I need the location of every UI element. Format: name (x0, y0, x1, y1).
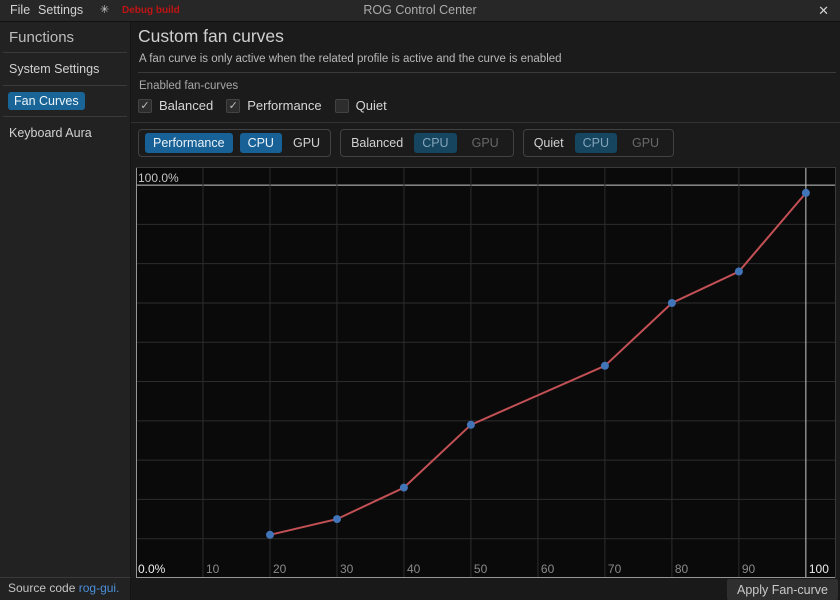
fan-curve-chart[interactable]: 10 20 30 40 50 60 70 80 90 100 100.0% 0.0% (136, 167, 836, 578)
window-title: ROG Control Center (363, 3, 477, 17)
svg-text:100: 100 (809, 562, 829, 576)
tab-performance-cpu[interactable]: CPU (239, 133, 282, 153)
svg-text:30: 30 (340, 562, 354, 576)
page-title: Custom fan curves (138, 26, 284, 46)
apply-fan-curve-button[interactable]: Apply Fan-curve (726, 579, 838, 600)
fan-curve-tab-row: Performance CPU GPU Balanced CPU GPU Qui… (138, 129, 675, 157)
checkbox-label: Performance (247, 98, 322, 113)
divider (3, 85, 127, 86)
main-panel: Custom fan curves A fan curve is only ac… (131, 22, 840, 600)
enabled-checkbox-row: ✓ Balanced ✓ Performance Quiet (138, 98, 387, 113)
svg-text:20: 20 (273, 562, 287, 576)
checkbox-balanced[interactable]: ✓ Balanced (138, 98, 213, 113)
sidebar: Functions System Settings Fan Curves Key… (0, 22, 131, 600)
enabled-fan-curves-label: Enabled fan-curves (139, 80, 239, 92)
tab-balanced[interactable]: Balanced (347, 133, 407, 153)
group-performance: Performance CPU GPU (138, 129, 332, 157)
checkbox-label: Quiet (355, 98, 387, 113)
debug-build-label: Debug build (122, 5, 180, 16)
sun-icon[interactable]: ✳ (100, 4, 110, 16)
tab-quiet[interactable]: Quiet (530, 133, 568, 153)
sidebar-item-system-settings[interactable]: System Settings (9, 62, 100, 76)
group-quiet: Quiet CPU GPU (522, 129, 675, 157)
source-code-text: Source code (8, 581, 76, 595)
svg-text:40: 40 (407, 562, 421, 576)
tab-performance[interactable]: Performance (145, 133, 233, 153)
svg-text:10: 10 (206, 562, 220, 576)
svg-text:60: 60 (541, 562, 555, 576)
divider (138, 72, 836, 73)
checkbox-box (334, 98, 349, 113)
bottom-bar: Apply Fan-curve (131, 578, 840, 600)
tab-performance-gpu[interactable]: GPU (289, 133, 324, 153)
selected-item-pill: Fan Curves (8, 92, 85, 110)
menu-settings[interactable]: Settings (38, 3, 84, 17)
divider (3, 52, 127, 53)
tab-quiet-cpu[interactable]: CPU (574, 133, 617, 153)
sidebar-item-keyboard-aura[interactable]: Keyboard Aura (9, 126, 92, 140)
checkbox-label: Balanced (159, 98, 214, 113)
svg-text:0.0%: 0.0% (138, 562, 166, 576)
tab-quiet-gpu[interactable]: GPU (624, 133, 667, 153)
checkbox-performance[interactable]: ✓ Performance (226, 98, 322, 113)
checkbox-quiet[interactable]: Quiet (334, 98, 387, 113)
menu-file[interactable]: File (10, 3, 31, 17)
page-subtitle: A fan curve is only active when the rela… (139, 53, 562, 65)
svg-text:50: 50 (474, 562, 488, 576)
titlebar: ROG Control Center File Settings ✳ Debug… (0, 0, 840, 22)
svg-text:90: 90 (742, 562, 756, 576)
divider (3, 116, 127, 117)
divider (131, 122, 840, 123)
source-code-bar: Source code rog-gui. (0, 577, 131, 600)
close-icon[interactable]: ✕ (818, 3, 829, 18)
svg-text:70: 70 (608, 562, 622, 576)
tab-balanced-gpu[interactable]: GPU (464, 133, 507, 153)
checkbox-box: ✓ (138, 98, 152, 113)
sidebar-heading: Functions (9, 29, 75, 46)
svg-text:80: 80 (675, 562, 689, 576)
tab-balanced-cpu[interactable]: CPU (414, 133, 457, 153)
source-code-link[interactable]: rog-gui. (78, 581, 120, 595)
checkbox-box: ✓ (226, 98, 241, 113)
sidebar-item-fan-curves[interactable]: Fan Curves (0, 86, 130, 116)
svg-text:100.0%: 100.0% (138, 171, 179, 185)
group-balanced: Balanced CPU GPU (340, 129, 514, 157)
